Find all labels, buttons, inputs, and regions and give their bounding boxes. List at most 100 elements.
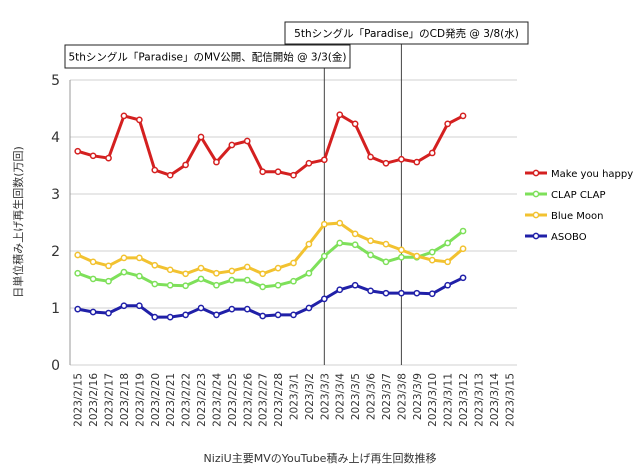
point	[320, 295, 328, 303]
point	[151, 280, 159, 288]
point	[336, 111, 344, 119]
point	[213, 281, 220, 289]
point	[136, 302, 143, 310]
point	[444, 239, 451, 247]
point	[243, 276, 251, 284]
point	[259, 168, 267, 176]
legend-marker	[532, 232, 540, 240]
point	[228, 141, 236, 149]
point	[105, 154, 112, 162]
y-tick-label: 4	[51, 130, 60, 146]
point	[290, 259, 297, 267]
point	[105, 309, 112, 317]
point	[444, 258, 451, 266]
point	[459, 274, 467, 282]
point	[305, 269, 313, 277]
point	[305, 240, 313, 248]
point	[243, 263, 251, 271]
point	[228, 267, 236, 275]
point	[136, 254, 143, 262]
point	[120, 302, 128, 310]
y-tick-label: 2	[51, 244, 60, 260]
x-tick-label: 2023/2/24	[211, 373, 223, 427]
point	[166, 313, 174, 321]
point	[243, 137, 251, 145]
x-tick-label: 2023/3/1	[289, 373, 301, 420]
point	[290, 171, 297, 179]
point	[197, 264, 205, 272]
point	[136, 272, 143, 280]
point	[444, 120, 451, 128]
point	[351, 281, 359, 289]
point	[367, 287, 374, 295]
x-tick-label: 2023/2/21	[165, 373, 177, 427]
x-tick-label: 2023/2/15	[73, 373, 85, 427]
point	[351, 120, 359, 128]
x-tick-label: 2023/2/25	[227, 373, 239, 427]
point	[382, 240, 390, 248]
series-line	[77, 112, 464, 177]
legend-marker	[532, 169, 540, 177]
point	[351, 230, 359, 238]
x-tick-label: 2023/3/3	[319, 373, 331, 420]
point	[336, 286, 344, 294]
point	[151, 166, 159, 174]
x-tick-label: 2023/2/20	[150, 373, 162, 427]
point	[89, 258, 97, 266]
point	[274, 264, 282, 272]
annotation-text: 5thシングル「Paradise」のMV公開、配信開始 @ 3/3(金)	[68, 51, 346, 64]
x-tick-label: 2023/3/4	[335, 373, 347, 420]
series-line	[77, 221, 465, 276]
point	[382, 289, 390, 297]
series-line	[77, 276, 464, 319]
point	[398, 155, 405, 163]
point	[428, 256, 436, 264]
point	[274, 311, 282, 319]
point	[74, 269, 82, 277]
x-tick-label: 2023/3/15	[504, 373, 516, 427]
point	[459, 112, 467, 120]
x-tick-label: 2023/2/23	[196, 373, 208, 427]
y-axis-label: 日単位積み上げ再生回数(万回)	[11, 146, 25, 298]
point	[213, 158, 220, 166]
point	[428, 290, 436, 298]
point	[398, 289, 405, 297]
x-tick-label: 2023/2/18	[119, 373, 131, 427]
point	[336, 219, 344, 227]
point	[182, 282, 189, 290]
point	[105, 262, 112, 270]
point	[413, 252, 421, 260]
point	[105, 277, 112, 285]
point	[182, 161, 189, 169]
point	[197, 133, 205, 141]
legend-marker	[532, 190, 540, 198]
point	[398, 246, 405, 254]
x-tick-label: 2023/3/8	[396, 373, 408, 420]
point	[74, 251, 82, 259]
point	[182, 311, 189, 319]
x-tick-label: 2023/2/17	[104, 373, 116, 427]
point	[320, 252, 328, 260]
point	[182, 270, 189, 278]
y-tick-label: 1	[51, 301, 60, 317]
point	[382, 258, 390, 266]
point	[413, 289, 421, 297]
point	[459, 245, 467, 253]
x-tick-label: 2023/3/14	[489, 373, 501, 427]
point	[320, 220, 328, 228]
x-tick-label: 2023/3/5	[350, 373, 362, 420]
point	[336, 239, 344, 247]
point	[213, 269, 220, 277]
point	[320, 156, 328, 164]
point	[120, 268, 128, 276]
point	[166, 266, 174, 274]
point	[259, 270, 267, 278]
x-axis-label: NiziU主要MVのYouTube積み上げ再生回数推移	[204, 451, 437, 465]
x-tick-label: 2023/3/2	[304, 373, 316, 420]
point	[89, 275, 97, 283]
x-tick-label: 2023/3/7	[381, 373, 393, 420]
x-tick-label: 2023/2/26	[242, 373, 254, 427]
legend-label: CLAP CLAP	[551, 190, 606, 201]
point	[413, 158, 421, 166]
